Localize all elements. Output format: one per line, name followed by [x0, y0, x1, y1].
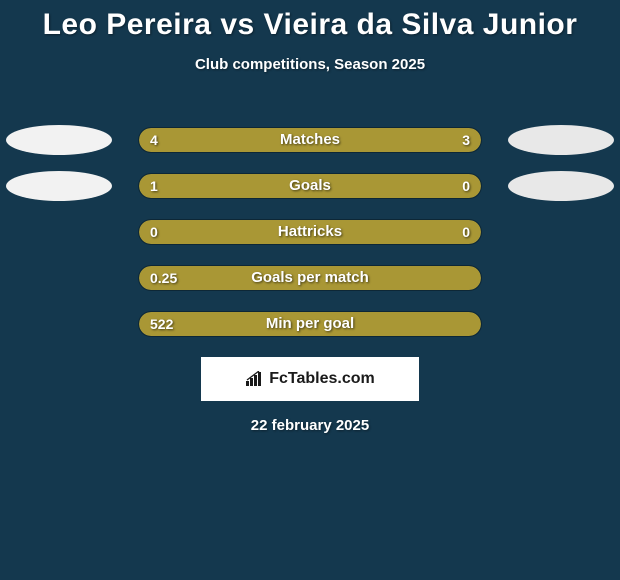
stat-value-right: 3: [462, 127, 470, 153]
stat-bar-track: [138, 265, 482, 291]
player-left-avatar: [6, 125, 112, 155]
stat-bar-left: [139, 128, 334, 152]
stats-container: Matches43Goals10Hattricks00Goals per mat…: [0, 117, 620, 347]
brand-text: FcTables.com: [269, 370, 375, 388]
stat-bar-left: [139, 174, 399, 198]
player-left-avatar: [6, 171, 112, 201]
stat-bar-track: [138, 311, 482, 337]
stat-row: Hattricks00: [0, 209, 620, 255]
stat-bar-right: [334, 128, 481, 152]
stat-bar-track: [138, 219, 482, 245]
stat-value-left: 522: [150, 311, 173, 337]
comparison-date: 22 february 2025: [0, 417, 620, 434]
stat-value-left: 4: [150, 127, 158, 153]
player-right-avatar: [508, 125, 614, 155]
stat-value-left: 1: [150, 173, 158, 199]
stat-value-left: 0: [150, 219, 158, 245]
stat-bar-track: [138, 127, 482, 153]
stat-row: Matches43: [0, 117, 620, 163]
stat-bar-left: [139, 312, 481, 336]
stat-bar-left: [139, 266, 481, 290]
brand-badge: FcTables.com: [201, 357, 419, 401]
stat-row: Min per goal522: [0, 301, 620, 347]
player-right-avatar: [508, 171, 614, 201]
brand-chart-icon: [245, 371, 265, 387]
stat-value-right: 0: [462, 173, 470, 199]
stat-value-right: 0: [462, 219, 470, 245]
stat-bar-left: [139, 220, 481, 244]
stat-row: Goals per match0.25: [0, 255, 620, 301]
stat-value-left: 0.25: [150, 265, 177, 291]
comparison-title: Leo Pereira vs Vieira da Silva Junior: [0, 0, 620, 42]
stat-row: Goals10: [0, 163, 620, 209]
stat-bar-track: [138, 173, 482, 199]
comparison-subtitle: Club competitions, Season 2025: [0, 56, 620, 73]
